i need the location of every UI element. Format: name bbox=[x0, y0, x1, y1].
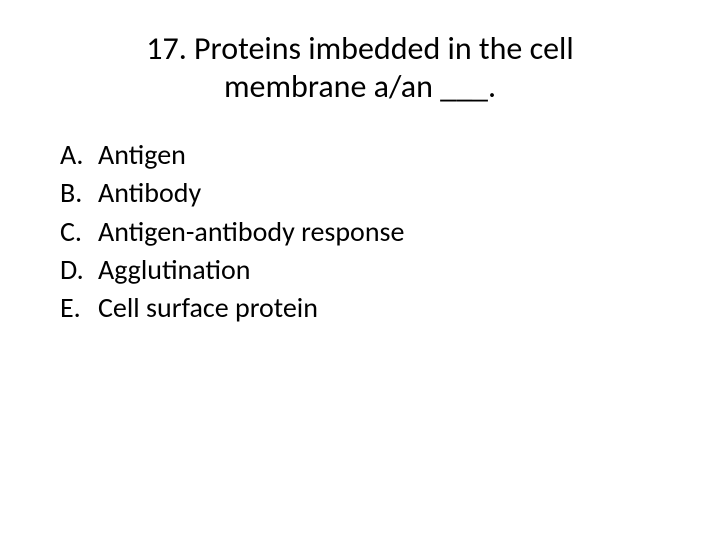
option-letter: E. bbox=[60, 290, 98, 326]
option-text: Antibody bbox=[98, 175, 680, 211]
option-letter: C. bbox=[60, 214, 98, 250]
question-title-line1: 17. Proteins imbedded in the cell bbox=[40, 30, 680, 68]
title-container: 17. Proteins imbedded in the cell membra… bbox=[40, 30, 680, 107]
option-a: A. Antigen bbox=[60, 137, 680, 173]
option-letter: D. bbox=[60, 252, 98, 288]
option-text: Agglutination bbox=[98, 252, 680, 288]
question-title-line2: membrane a/an ___. bbox=[40, 68, 680, 106]
option-b: B. Antibody bbox=[60, 175, 680, 211]
option-text: Antigen-antibody response bbox=[98, 214, 680, 250]
option-text: Cell surface protein bbox=[98, 290, 680, 326]
option-e: E. Cell surface protein bbox=[60, 290, 680, 326]
option-d: D. Agglutination bbox=[60, 252, 680, 288]
slide-container: 17. Proteins imbedded in the cell membra… bbox=[0, 0, 720, 540]
option-text: Antigen bbox=[98, 137, 680, 173]
option-letter: B. bbox=[60, 175, 98, 211]
option-letter: A. bbox=[60, 137, 98, 173]
options-list: A. Antigen B. Antibody C. Antigen-antibo… bbox=[60, 137, 680, 327]
option-c: C. Antigen-antibody response bbox=[60, 214, 680, 250]
